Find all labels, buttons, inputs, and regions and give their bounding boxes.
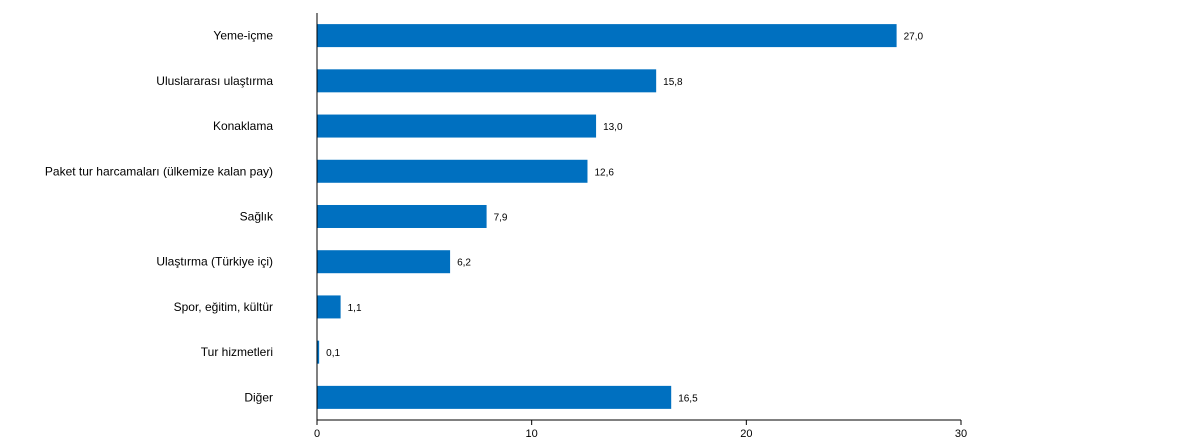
x-tick-label-30: 30: [955, 428, 967, 440]
category-label-yeme-icme: Yeme-içme: [213, 29, 273, 43]
category-label-konaklama: Konaklama: [213, 119, 273, 133]
category-label-tur-hizmetleri: Tur hizmetleri: [201, 345, 273, 359]
data-label-tur-hizmetleri: 0,1: [326, 348, 340, 359]
data-label-paket-tur-harcamalari-ulkemize-kalan-pay: 12,6: [594, 167, 614, 178]
category-label-ulastirma-turkiye-ici: Ulaştırma (Türkiye içi): [156, 255, 273, 269]
category-label-diger: Diğer: [244, 390, 273, 404]
data-label-uluslararasi-ulastirma: 15,8: [663, 77, 683, 88]
x-tick-label-20: 20: [740, 428, 752, 440]
bar-diger: [317, 385, 672, 409]
category-label-spor-egitim-kultur: Spor, eğitim, kültür: [174, 300, 273, 314]
x-tick-label-10: 10: [526, 428, 538, 440]
data-label-saglik: 7,9: [494, 212, 508, 223]
x-tick-label-0: 0: [314, 428, 320, 440]
bar-ulastirma-turkiye-ici: [317, 250, 451, 274]
category-label-paket-tur-harcamalari-ulkemize-kalan-pay: Paket tur harcamaları (ülkemize kalan pa…: [45, 164, 273, 178]
data-label-yeme-icme: 27,0: [904, 32, 924, 43]
bar-tur-hizmetleri: [317, 340, 320, 364]
data-label-spor-egitim-kultur: 1,1: [348, 303, 362, 314]
category-label-uluslararasi-ulastirma: Uluslararası ulaştırma: [156, 74, 273, 88]
category-label-saglik: Sağlık: [240, 209, 274, 223]
data-label-konaklama: 13,0: [603, 122, 623, 133]
bar-spor-egitim-kultur: [317, 295, 341, 319]
bar-saglik: [317, 204, 487, 228]
bar-konaklama: [317, 114, 597, 138]
bar-paket-tur-harcamalari-ulkemize-kalan-pay: [317, 159, 588, 183]
bar-uluslararasi-ulastirma: [317, 69, 657, 93]
bar-yeme-icme: [317, 24, 897, 48]
data-label-diger: 16,5: [678, 393, 698, 404]
data-label-ulastirma-turkiye-ici: 6,2: [457, 258, 471, 269]
